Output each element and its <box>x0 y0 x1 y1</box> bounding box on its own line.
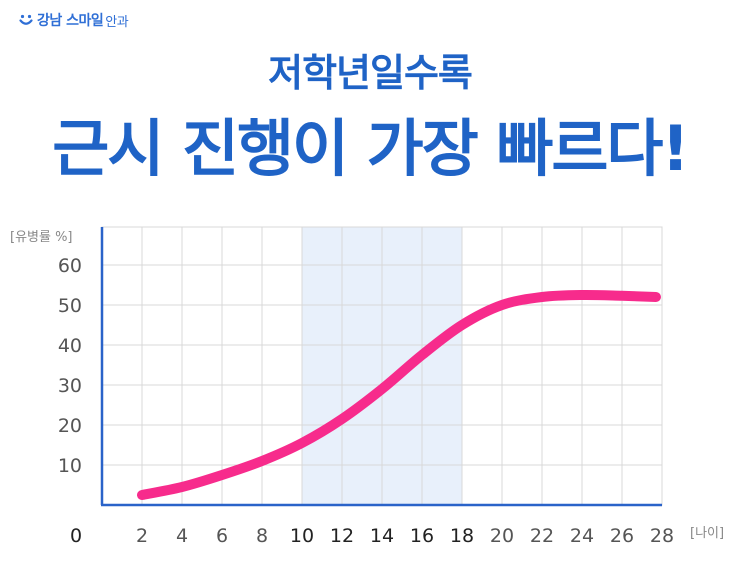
x-tick-label: 20 <box>490 525 514 547</box>
x-tick-label: 16 <box>410 525 434 547</box>
x-tick-label: 4 <box>176 525 188 547</box>
page-title: 근시 진행이 가장 빠르다! <box>52 112 689 185</box>
y-tick-label: 60 <box>58 255 82 277</box>
origin-label: 0 <box>70 525 82 547</box>
x-tick-label: 6 <box>216 525 228 547</box>
x-tick-label: 8 <box>256 525 268 547</box>
y-tick-label: 20 <box>58 415 82 437</box>
y-tick-label: 30 <box>58 375 82 397</box>
y-tick-label: 10 <box>58 455 82 477</box>
x-tick-label: 28 <box>650 525 674 547</box>
y-axis-label: [유병률 %] <box>10 230 73 245</box>
y-tick-label: 40 <box>58 335 82 357</box>
brand-suffix: 안과 <box>105 14 129 30</box>
brand-logo[interactable]: 강남 스마일 안과 <box>18 8 129 32</box>
x-tick-label: 24 <box>570 525 594 547</box>
x-tick-label: 2 <box>136 525 148 547</box>
prevalence-curve <box>137 289 661 500</box>
subtitle: 저학년일수록 <box>268 51 473 95</box>
x-tick-label: 14 <box>370 525 394 547</box>
x-axis-label: [나이] <box>690 526 724 541</box>
smile-icon <box>19 14 33 25</box>
x-tick-label: 26 <box>610 525 634 547</box>
y-tick-label: 50 <box>58 295 82 317</box>
x-tick-label: 12 <box>330 525 354 547</box>
x-tick-label: 10 <box>290 525 314 547</box>
brand-name: 강남 스마일 <box>37 13 104 29</box>
x-tick-label: 18 <box>450 525 474 547</box>
x-tick-label: 22 <box>530 525 554 547</box>
